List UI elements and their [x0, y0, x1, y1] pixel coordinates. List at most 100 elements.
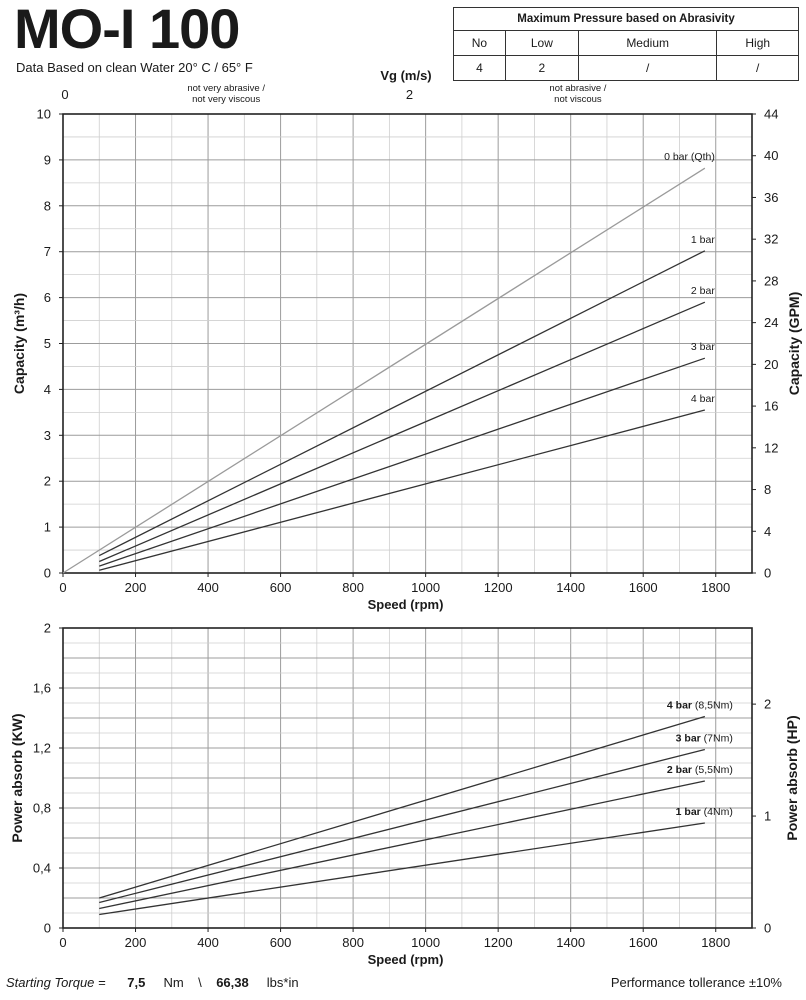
power-series-name: 1 bar [676, 806, 704, 818]
capacity-x-tick-label: 0 [59, 580, 66, 595]
power-series-name: 4 bar [667, 700, 695, 712]
power-y2-axis-label: Power absorb (HP) [784, 715, 800, 840]
capacity-y2-tick-label: 28 [764, 273, 778, 288]
capacity-y-tick-label: 4 [44, 382, 51, 397]
torque-separator: \ [198, 975, 202, 990]
pressure-value-low: 2 [504, 55, 579, 81]
power-x-tick-label: 1200 [484, 935, 513, 950]
capacity-y-tick-label: 8 [44, 198, 51, 213]
capacity-y2-tick-label: 8 [764, 482, 771, 497]
capacity-y2-tick-label: 12 [764, 440, 778, 455]
capacity-x-tick-label: 1400 [556, 580, 585, 595]
torque-label: Starting Torque = [6, 975, 106, 990]
capacity-series-label: 0 bar (Qth) [664, 151, 715, 163]
vg-note: not abrasive / [549, 83, 606, 94]
capacity-y-tick-label: 3 [44, 428, 51, 443]
capacity-y2-tick-label: 16 [764, 399, 778, 414]
power-x-tick-label: 400 [197, 935, 219, 950]
power-series-4-bar [99, 715, 706, 899]
capacity-series-label: 4 bar [691, 393, 715, 405]
power-x-tick-label: 600 [270, 935, 292, 950]
power-x-axis-label: Speed (rpm) [368, 952, 444, 967]
power-plot-frame [62, 627, 753, 929]
capacity-y-axis-label: Capacity (m³/h) [11, 293, 27, 394]
performance-tolerance: Performance tollerance ±10% [610, 975, 782, 990]
capacity-y-tick-label: 10 [37, 107, 51, 122]
power-x-tick-label: 800 [342, 935, 364, 950]
capacity-y2-tick-label: 32 [764, 232, 778, 247]
capacity-y2-tick-label: 20 [764, 357, 778, 372]
capacity-series-label: 1 bar [691, 234, 715, 246]
capacity-series-label: 3 bar [691, 341, 715, 353]
capacity-x-tick-label: 1200 [484, 580, 513, 595]
starting-torque: Starting Torque = 7,5 Nm \ 66,38 lbs*in [6, 975, 299, 990]
capacity-x-tick-label: 1000 [411, 580, 440, 595]
capacity-y-tick-label: 7 [44, 244, 51, 259]
power-y2-tick-label: 1 [764, 809, 771, 824]
power-y-tick-label: 1,6 [33, 681, 51, 696]
page-subtitle: Data Based on clean Water 20° C / 65° F [16, 60, 253, 75]
vg-note: not very viscous [192, 94, 260, 105]
power-series-name: 3 bar [676, 733, 704, 745]
vg-note: not very abrasive / [187, 83, 265, 94]
power-y2-tick-label: 2 [764, 697, 771, 712]
capacity-y-tick-label: 9 [44, 152, 51, 167]
capacity-y2-tick-label: 44 [764, 107, 778, 122]
power-y-tick-label: 0,4 [33, 861, 51, 876]
vg-tick-label: 2 [406, 87, 413, 102]
power-series-label: 2 bar (5,5Nm) [667, 764, 733, 776]
pressure-table: Maximum Pressure based on Abrasivity No … [453, 7, 799, 81]
capacity-y2-tick-label: 4 [764, 524, 771, 539]
power-y-tick-label: 0,8 [33, 801, 51, 816]
power-y-tick-label: 1,2 [33, 741, 51, 756]
capacity-x-tick-label: 400 [197, 580, 219, 595]
power-y-tick-label: 2 [44, 621, 51, 636]
capacity-y-tick-label: 6 [44, 290, 51, 305]
power-series-torque: (4Nm) [704, 806, 733, 818]
power-series-label: 3 bar (7Nm) [676, 733, 733, 745]
power-series-2-bar [99, 780, 705, 910]
pressure-value-high: / [716, 55, 799, 81]
power-x-tick-label: 1000 [411, 935, 440, 950]
power-x-tick-label: 1400 [556, 935, 585, 950]
power-series-torque: (7Nm) [704, 733, 733, 745]
capacity-series-4-bar [99, 409, 706, 571]
capacity-series-0-bar-qth- [62, 167, 706, 574]
capacity-series-label: 2 bar [691, 285, 715, 297]
page-title: MO-I 100 [14, 0, 240, 60]
vg-axis-label: Vg (m/s) [380, 68, 431, 83]
torque-nm-unit: Nm [163, 975, 184, 990]
power-x-tick-label: 1800 [701, 935, 730, 950]
power-x-tick-label: 1600 [629, 935, 658, 950]
capacity-x-tick-label: 800 [342, 580, 364, 595]
pressure-value-medium: / [577, 55, 718, 81]
power-series-torque: (5,5Nm) [695, 764, 733, 776]
pressure-value-no: 4 [453, 55, 506, 81]
power-series-torque: (8,5Nm) [695, 700, 733, 712]
power-y-axis-label: Power absorb (KW) [9, 713, 25, 842]
capacity-y-tick-label: 1 [44, 520, 51, 535]
capacity-y-tick-label: 2 [44, 474, 51, 489]
torque-lbs-unit: lbs*in [266, 975, 299, 990]
torque-nm-value: 7,5 [127, 975, 146, 990]
capacity-x-tick-label: 1800 [701, 580, 730, 595]
power-series-label: 1 bar (4Nm) [676, 806, 733, 818]
capacity-y2-tick-label: 36 [764, 190, 778, 205]
capacity-y2-tick-label: 40 [764, 148, 778, 163]
capacity-x-tick-label: 200 [125, 580, 147, 595]
pressure-col-medium: Medium [577, 30, 718, 56]
power-x-tick-label: 0 [59, 935, 66, 950]
capacity-y2-axis-label: Capacity (GPM) [786, 292, 802, 395]
vg-note: not viscous [554, 94, 602, 105]
capacity-series-3-bar [99, 357, 706, 567]
capacity-series-2-bar [99, 301, 706, 563]
power-y2-tick-label: 0 [764, 921, 771, 936]
power-series-name: 2 bar [667, 764, 695, 776]
power-series-1-bar [99, 822, 705, 916]
capacity-y-tick-label: 0 [44, 566, 51, 581]
power-series-3-bar [99, 748, 706, 904]
capacity-y2-tick-label: 24 [764, 315, 778, 330]
capacity-series-1-bar [98, 250, 706, 557]
capacity-x-tick-label: 600 [270, 580, 292, 595]
